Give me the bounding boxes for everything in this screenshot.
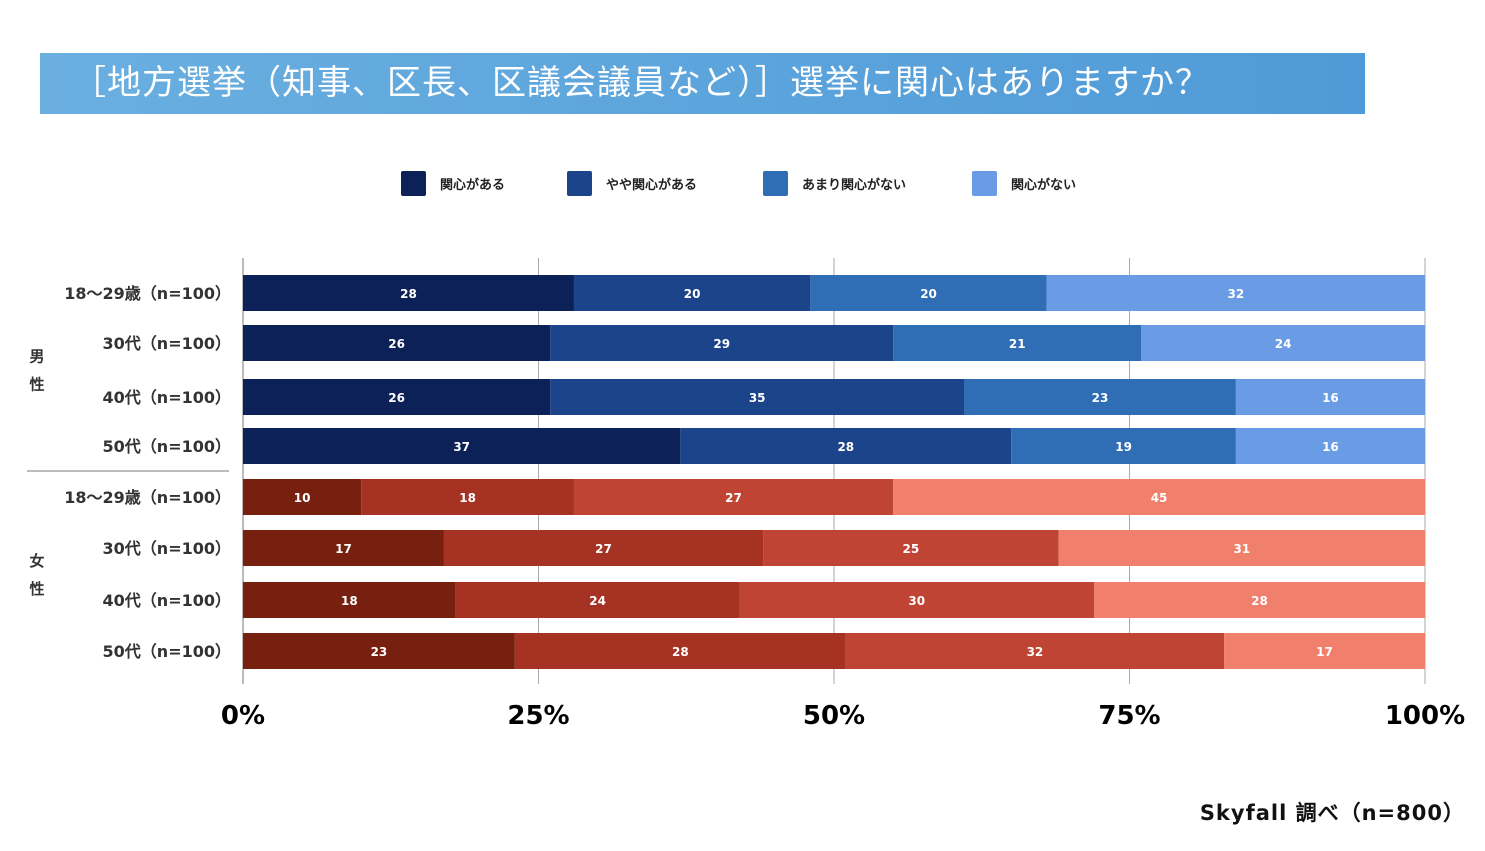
bar-value-label: 23 <box>371 645 388 659</box>
legend-item: 関心がない <box>972 171 1076 196</box>
source-note: Skyfall 調べ（n=800） <box>1199 801 1465 825</box>
group-label: 女 <box>29 552 44 570</box>
bar-value-label: 17 <box>1316 645 1333 659</box>
bar-segment <box>845 633 1225 669</box>
bar-value-label: 35 <box>749 391 766 405</box>
bar-value-label: 20 <box>684 287 701 301</box>
bar-segment <box>1058 530 1425 566</box>
bar-value-label: 18 <box>459 491 476 505</box>
legend-item: やや関心がある <box>567 171 697 196</box>
bar-segment <box>810 275 1047 311</box>
x-tick-label: 25% <box>507 701 569 731</box>
bar-segment <box>443 530 764 566</box>
bar-segment <box>514 633 846 669</box>
bar-value-label: 16 <box>1322 391 1339 405</box>
bar-segment <box>243 479 362 515</box>
bar-value-label: 26 <box>388 391 405 405</box>
legend-item: あまり関心がない <box>763 171 906 196</box>
bar-segment <box>243 275 574 311</box>
bar-value-label: 18 <box>341 594 358 608</box>
bar-segment <box>243 379 551 415</box>
legend-label: 関心がない <box>1011 178 1077 193</box>
bar-segment <box>1235 379 1425 415</box>
bar-segment <box>550 379 965 415</box>
bar-segment <box>680 428 1012 464</box>
bar-value-label: 28 <box>672 645 689 659</box>
bar-value-label: 23 <box>1092 391 1109 405</box>
bar-value-label: 21 <box>1009 337 1026 351</box>
bar-value-label: 30 <box>908 594 925 608</box>
bar-value-label: 27 <box>725 491 742 505</box>
group-label: 性 <box>29 376 44 394</box>
group-label: 性 <box>29 580 44 598</box>
row-label: 40代（n=100） <box>103 591 231 610</box>
bar-value-label: 26 <box>388 337 405 351</box>
chart-title: ［地方選挙（知事、区長、区議会議員など）］選挙に関心はありますか？ <box>40 53 1365 114</box>
bar-value-label: 25 <box>902 542 919 556</box>
bar-value-label: 45 <box>1151 491 1168 505</box>
bar-segment <box>1094 582 1425 618</box>
bar-segment <box>243 325 551 361</box>
bar-segment <box>550 325 894 361</box>
bar-value-label: 10 <box>294 491 311 505</box>
bar-value-label: 24 <box>1275 337 1292 351</box>
bar-value-label: 32 <box>1228 287 1245 301</box>
bar-segment <box>361 479 574 515</box>
bar-segment <box>1046 275 1425 311</box>
legend-item: 関心がある <box>401 171 505 196</box>
bar-value-label: 27 <box>595 542 612 556</box>
bar-value-label: 19 <box>1115 440 1132 454</box>
bar-value-label: 28 <box>1251 594 1268 608</box>
bar-segment <box>763 530 1059 566</box>
row-label: 40代（n=100） <box>103 388 231 407</box>
bar-segment <box>1011 428 1236 464</box>
bar-segment <box>243 633 515 669</box>
bar-value-label: 28 <box>837 440 854 454</box>
bar-segment <box>243 530 444 566</box>
bar-segment <box>893 479 1425 515</box>
bar-segment <box>1235 428 1425 464</box>
bar-value-label: 17 <box>335 542 352 556</box>
row-label: 18〜29歳（n=100） <box>64 488 231 507</box>
bar-segment <box>1224 633 1425 669</box>
bar-segment <box>243 582 456 618</box>
legend-label: あまり関心がない <box>802 178 907 193</box>
bar-segment <box>1141 325 1425 361</box>
bar-segment <box>573 479 894 515</box>
legend-swatch <box>972 171 997 196</box>
bar-value-label: 32 <box>1027 645 1044 659</box>
legend-swatch <box>401 171 426 196</box>
bar-segment <box>739 582 1095 618</box>
bar-value-label: 16 <box>1322 440 1339 454</box>
bar-value-label: 28 <box>400 287 417 301</box>
row-label: 30代（n=100） <box>103 539 231 558</box>
legend-label: 関心がある <box>440 178 506 193</box>
x-tick-label: 0% <box>221 701 265 731</box>
bar-segment <box>893 325 1142 361</box>
legend-swatch <box>567 171 592 196</box>
bar-value-label: 24 <box>589 594 606 608</box>
row-label: 50代（n=100） <box>103 437 231 456</box>
x-tick-label: 50% <box>803 701 865 731</box>
bar-value-label: 20 <box>920 287 937 301</box>
legend-swatch <box>763 171 788 196</box>
legend-label: やや関心がある <box>606 178 698 193</box>
x-tick-label: 75% <box>1098 701 1160 731</box>
row-label: 50代（n=100） <box>103 642 231 661</box>
bar-value-label: 29 <box>713 337 730 351</box>
bar-segment <box>455 582 740 618</box>
x-tick-label: 100% <box>1385 701 1465 731</box>
row-label: 30代（n=100） <box>103 334 231 353</box>
group-label: 男 <box>29 348 44 366</box>
row-label: 18〜29歳（n=100） <box>64 284 231 303</box>
bar-segment <box>243 428 681 464</box>
bar-value-label: 37 <box>453 440 470 454</box>
bar-segment <box>573 275 811 311</box>
bar-segment <box>964 379 1236 415</box>
bar-value-label: 31 <box>1233 542 1250 556</box>
